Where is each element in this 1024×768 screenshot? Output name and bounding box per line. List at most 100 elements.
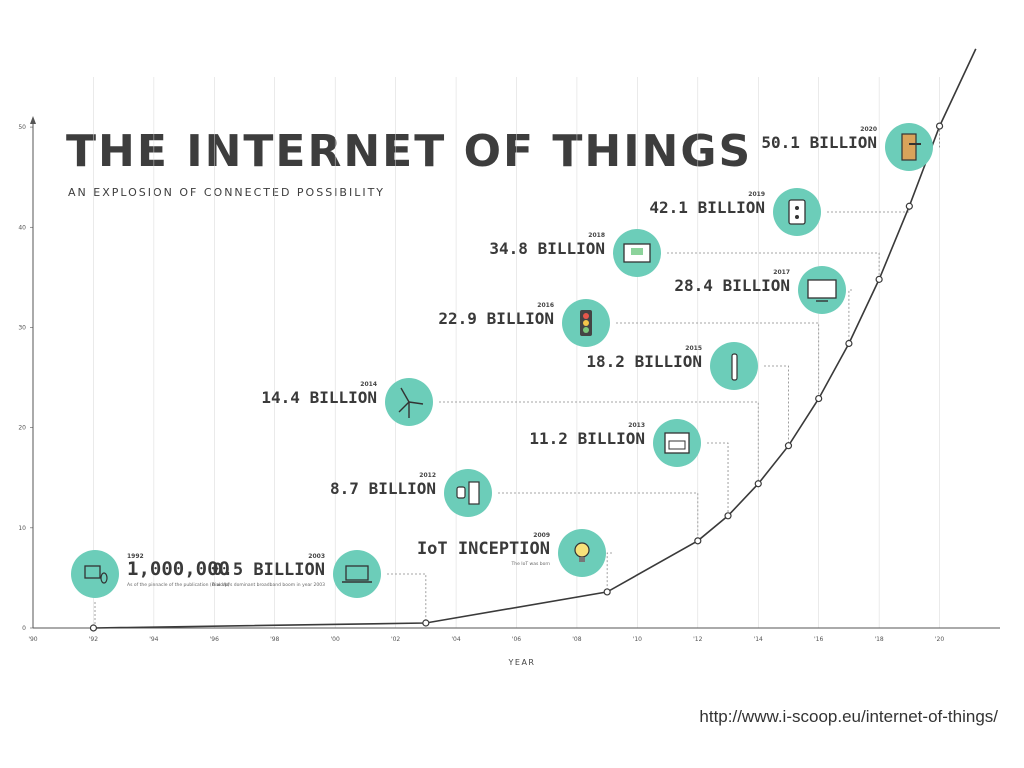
annotation-value: 11.2 BILLION [529,429,645,448]
data-point [905,202,913,210]
leader-line [498,492,699,541]
data-point [875,275,883,283]
x-tick-label: '00 [331,636,340,643]
leader-line [939,126,940,148]
annotation-year: 2003 [308,553,325,560]
x-tick-labels: '90 '92 '94 '96 '98 '00 '02 '04 '06 '08 '10 '12 '14 '… [28,636,944,643]
chart-subtitle: AN EXPLOSION OF CONNECTED POSSIBILITY [68,186,385,199]
oven-icon-drawing [664,432,690,454]
annotation-year: 2012 [419,472,436,479]
data-point [422,619,430,627]
data-point [845,339,853,348]
leader-line [764,365,789,446]
y-tick-labels: 0 10 20 30 40 50 [18,124,33,632]
data-point [603,588,611,596]
laptop-icon [333,550,381,598]
x-tick-label: '10 [633,636,642,643]
computer-mouse-icon [71,550,119,598]
annotation-caption: The IoT was born [510,561,550,567]
annotation-value: 42.1 BILLION [649,198,765,217]
data-point [694,537,702,545]
x-tick-label: '90 [28,636,37,643]
y-tick-label: 0 [22,625,26,632]
data-point [815,394,823,403]
monitor-icon-drawing [807,279,837,302]
chart-title: THE INTERNET OF THINGS [66,126,752,177]
x-tick-label: '18 [874,636,883,643]
door-lock-icon-drawing [901,133,921,161]
watch-fridge-icon [444,469,492,517]
x-tick-label: '04 [451,636,460,643]
y-tick-label: 10 [18,525,26,532]
annotation-value: 28.4 BILLION [674,276,790,295]
x-tick-label: '02 [391,636,400,643]
thermostat-icon-drawing [623,243,651,263]
annotation-year: 2020 [860,126,877,133]
x-tick-label: '08 [572,636,581,643]
annotation-year: 2014 [360,381,377,388]
y-tick-label: 30 [18,324,26,331]
leader-line [667,252,880,280]
x-tick-label: '12 [693,636,702,643]
leader-line [827,206,910,213]
annotation-year: 2015 [685,345,702,352]
y-tick-label: 40 [18,224,26,231]
axes [30,116,1000,629]
annotation-year: 2017 [773,269,790,276]
annotation-value: IoT INCEPTION [417,539,550,559]
x-tick-label: '14 [754,636,763,643]
lightbulb-icon-drawing [574,542,590,562]
leader-line [606,552,612,592]
leader-line [439,401,759,484]
data-point [89,624,98,632]
toothbrush-icon-drawing [731,353,738,381]
x-tick-label: '96 [210,636,219,643]
y-axis-arrow [30,116,36,124]
x-tick-label: '16 [814,636,823,643]
computer-mouse-icon-drawing [84,565,108,584]
annotation-caption: A world's dominant broadband boom in yea… [212,582,325,588]
leader-line [848,289,852,344]
data-point [754,480,762,488]
power-outlet-icon-drawing [788,199,806,225]
annotation-caption: As of the pinnacle of the publication (D… [127,582,230,588]
watch-fridge-icon-drawing [456,481,480,505]
y-tick-label: 50 [18,124,26,131]
leader-lines [94,126,940,628]
x-tick-label: '98 [270,636,279,643]
annotation-value: 1,000,000 [127,558,230,580]
annotation-value: 18.2 BILLION [586,352,702,371]
annotation-year: 2009 [533,532,550,539]
annotation-year: 2018 [588,232,605,239]
source-url: http://www.i-scoop.eu/internet-of-things… [699,707,998,726]
x-tick-label: '06 [512,636,521,643]
annotation-value: 50.1 BILLION [761,133,877,152]
x-tick-label: '92 [89,636,98,643]
leader-line [616,322,820,399]
annotation-value: 22.9 BILLION [438,309,554,328]
annotation-value: 8.7 BILLION [330,479,436,498]
wind-turbine-icon-drawing [398,387,424,418]
annotation-year: 2019 [748,191,765,198]
data-point [935,122,944,130]
annotation-value: 34.8 BILLION [489,239,605,258]
annotation-year: 2013 [628,422,645,429]
y-tick-label: 20 [18,425,26,432]
data-point [724,512,732,520]
laptop-icon-drawing [342,565,372,583]
x-tick-label: '94 [149,636,158,643]
x-axis-label: YEAR [508,658,536,667]
data-point [784,442,793,450]
leader-line [707,442,729,516]
